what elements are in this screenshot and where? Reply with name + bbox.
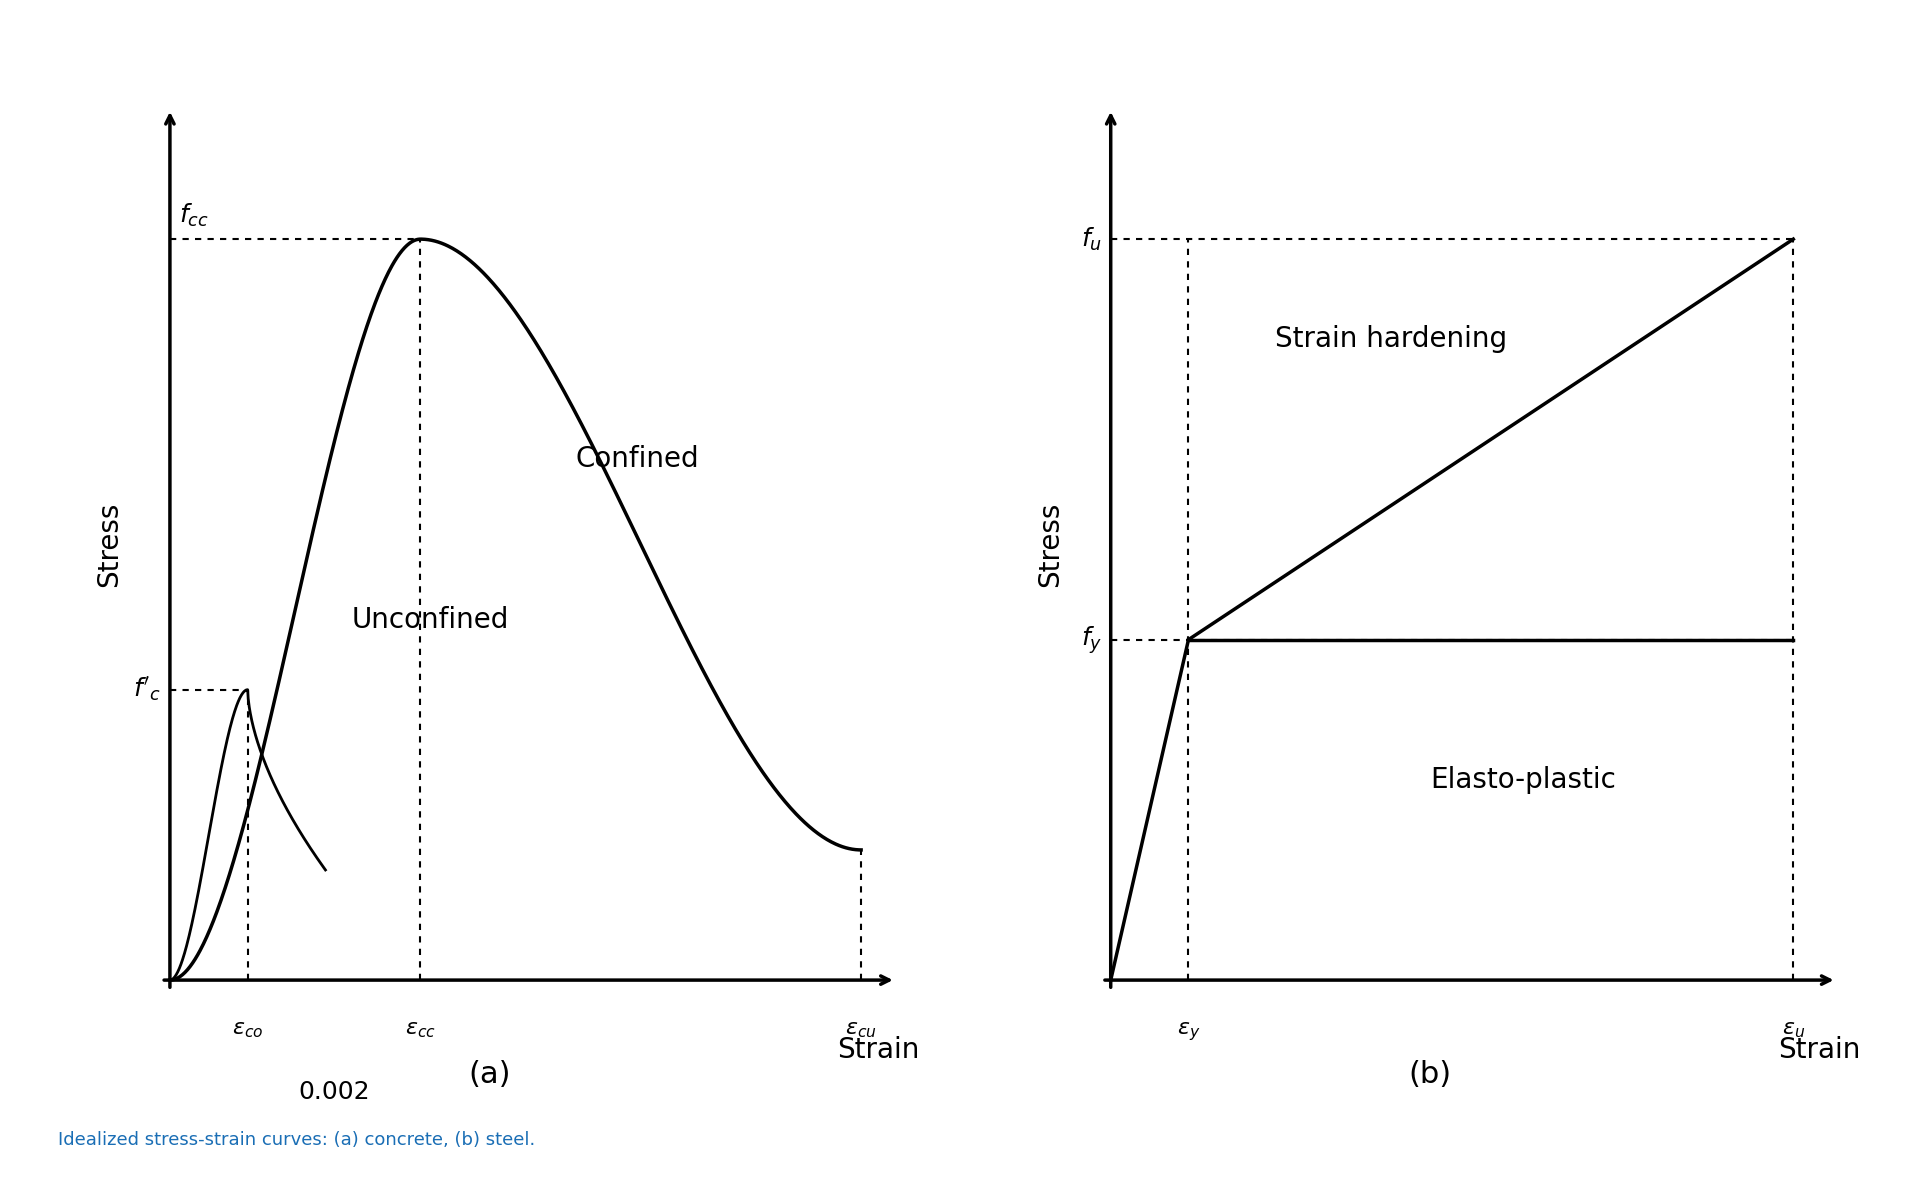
Text: Stress: Stress (96, 502, 123, 587)
Text: Strain: Strain (837, 1037, 920, 1064)
Text: Confined: Confined (576, 445, 699, 474)
Text: Unconfined: Unconfined (351, 605, 509, 634)
Text: (b): (b) (1409, 1060, 1452, 1090)
Text: $\epsilon_{cc}$: $\epsilon_{cc}$ (405, 1020, 436, 1040)
Text: $\epsilon_u$: $\epsilon_u$ (1782, 1020, 1805, 1040)
Text: Elasto-plastic: Elasto-plastic (1430, 766, 1617, 794)
Text: $f_{cc}$: $f_{cc}$ (179, 201, 209, 230)
Text: (a): (a) (468, 1060, 511, 1090)
Text: 0.002: 0.002 (298, 1080, 371, 1104)
Text: $f'_c$: $f'_c$ (134, 676, 161, 703)
Text: $\epsilon_{co}$: $\epsilon_{co}$ (232, 1020, 263, 1040)
Text: Idealized stress-strain curves: (a) concrete, (b) steel.: Idealized stress-strain curves: (a) conc… (58, 1131, 536, 1149)
Text: Stress: Stress (1037, 502, 1064, 587)
Text: Strain hardening: Strain hardening (1275, 325, 1507, 353)
Text: $\epsilon_y$: $\epsilon_y$ (1177, 1020, 1200, 1043)
Text: $f_y$: $f_y$ (1081, 624, 1102, 655)
Text: $f_u$: $f_u$ (1081, 225, 1102, 253)
Text: $\epsilon_{cu}$: $\epsilon_{cu}$ (845, 1020, 877, 1040)
Text: Strain: Strain (1778, 1037, 1860, 1064)
